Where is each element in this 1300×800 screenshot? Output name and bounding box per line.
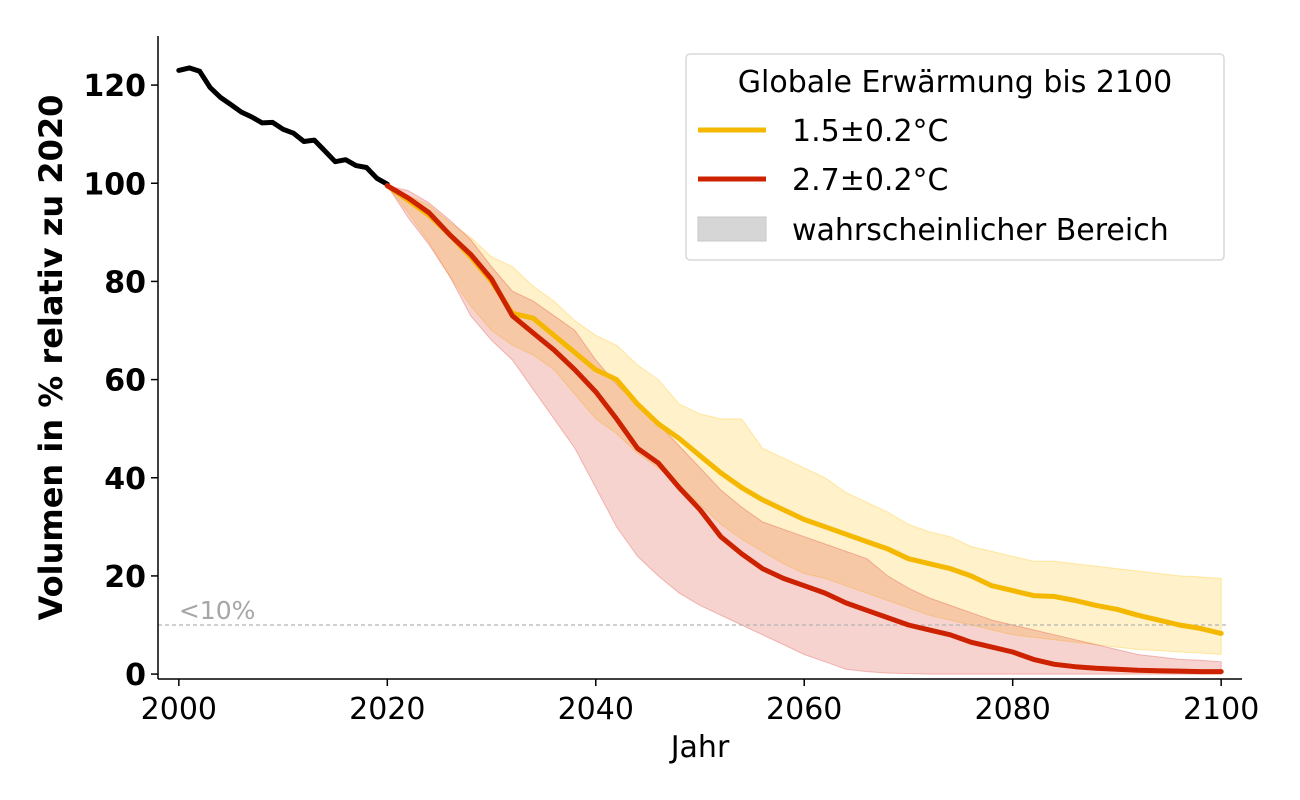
y-tick-label: 60 <box>104 364 146 399</box>
x-tick-label: 2000 <box>141 692 217 727</box>
x-tick-label: 2080 <box>975 692 1051 727</box>
y-tick-label: 20 <box>104 560 146 595</box>
axes <box>151 36 1242 686</box>
legend: Globale Erwärmung bis 2100 1.5±0.2°C 2.7… <box>685 53 1225 261</box>
series-line-low <box>384 183 1224 636</box>
series-line-high <box>384 183 1224 675</box>
band-high <box>386 184 1222 675</box>
legend-entry-low: 1.5±0.2°C <box>792 114 949 149</box>
legend-box <box>685 53 1225 261</box>
y-tick-label: 120 <box>83 69 146 104</box>
x-tick-label: 2020 <box>349 692 425 727</box>
y-tick-label: 100 <box>83 167 146 202</box>
series-lines <box>176 65 1224 675</box>
legend-swatch-range <box>697 216 767 242</box>
historical-line <box>176 65 390 187</box>
legend-entry-range: wahrscheinlicher Bereich <box>792 213 1169 248</box>
legend-entry-high: 2.7±0.2°C <box>792 163 949 198</box>
threshold-label: <10% <box>179 596 256 625</box>
y-tick-label: 80 <box>104 265 146 300</box>
x-axis-label: Jahr <box>669 730 730 765</box>
legend-title: Globale Erwärmung bis 2100 <box>738 65 1172 100</box>
x-tick-label: 2040 <box>558 692 634 727</box>
y-axis-label: Volumen in % relativ zu 2020 <box>32 95 70 621</box>
y-tick-label: 40 <box>104 462 146 497</box>
x-tick-label: 2060 <box>766 692 842 727</box>
x-tick-label: 2100 <box>1183 692 1259 727</box>
y-tick-label: 0 <box>125 658 146 693</box>
